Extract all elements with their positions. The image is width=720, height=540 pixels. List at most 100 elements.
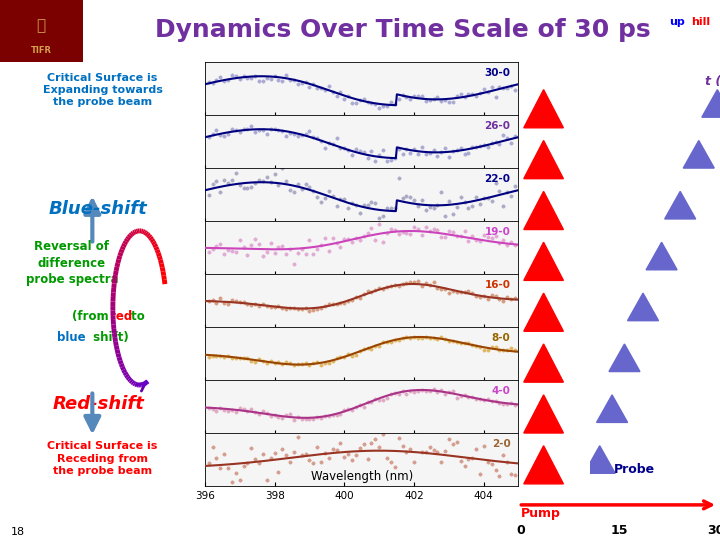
Polygon shape <box>683 140 714 168</box>
Point <box>226 406 238 415</box>
Point <box>459 198 470 207</box>
Point <box>463 89 474 98</box>
Point <box>327 299 338 308</box>
Point <box>207 352 218 360</box>
Point <box>397 194 408 202</box>
Polygon shape <box>523 242 563 280</box>
Point <box>284 457 296 466</box>
Point <box>327 234 338 242</box>
Point <box>374 443 385 451</box>
Point <box>436 233 447 242</box>
Point <box>447 97 459 106</box>
Point <box>470 292 482 300</box>
Point <box>238 124 249 133</box>
Point <box>335 242 346 251</box>
Point <box>203 459 215 468</box>
Point <box>338 94 350 103</box>
Point <box>505 82 517 90</box>
Point <box>331 239 343 247</box>
FancyBboxPatch shape <box>0 0 83 62</box>
Point <box>501 187 513 196</box>
Point <box>428 224 439 233</box>
Point <box>494 472 505 481</box>
Point <box>281 176 292 185</box>
Point <box>408 92 420 100</box>
Point <box>296 450 307 459</box>
Point <box>459 339 470 347</box>
Point <box>482 394 493 403</box>
Point <box>218 249 230 258</box>
Point <box>451 92 462 100</box>
Point <box>463 149 474 158</box>
Point <box>343 405 354 414</box>
Point <box>501 400 513 408</box>
Point <box>307 359 319 368</box>
Point <box>444 435 455 443</box>
Point <box>366 198 377 207</box>
Point <box>366 224 377 232</box>
Point <box>288 130 300 138</box>
Point <box>478 291 490 300</box>
Point <box>261 409 273 417</box>
Point <box>501 241 513 249</box>
Point <box>431 200 443 209</box>
Point <box>436 147 447 156</box>
Point <box>273 358 284 367</box>
Point <box>288 75 300 84</box>
Point <box>424 96 436 104</box>
Point <box>459 150 470 158</box>
Point <box>381 229 392 238</box>
Point <box>494 295 505 303</box>
Point <box>374 214 385 222</box>
Point <box>249 234 261 243</box>
Point <box>451 202 462 211</box>
Point <box>420 279 431 288</box>
Point <box>447 228 459 237</box>
Point <box>273 468 284 477</box>
Point <box>431 226 443 234</box>
Point <box>246 240 257 249</box>
Point <box>439 335 451 343</box>
Point <box>249 127 261 136</box>
Point <box>327 444 338 453</box>
Point <box>424 202 436 211</box>
Point <box>474 342 486 351</box>
Text: 4-0: 4-0 <box>492 387 510 396</box>
Point <box>374 151 385 159</box>
Point <box>478 231 490 239</box>
Point <box>444 388 455 396</box>
Point <box>369 395 381 403</box>
Point <box>276 164 288 172</box>
Point <box>269 449 280 457</box>
Point <box>307 415 319 423</box>
Point <box>400 448 412 456</box>
Point <box>400 333 412 341</box>
Polygon shape <box>628 293 659 321</box>
Point <box>323 81 335 90</box>
Point <box>436 285 447 293</box>
Point <box>439 95 451 104</box>
Point <box>431 388 443 396</box>
Point <box>292 359 304 368</box>
Point <box>269 72 280 80</box>
Point <box>276 359 288 368</box>
Point <box>393 230 405 239</box>
Polygon shape <box>665 191 696 219</box>
Point <box>242 73 253 82</box>
Point <box>203 403 215 412</box>
Point <box>416 281 428 290</box>
Point <box>420 387 431 396</box>
Point <box>246 301 257 309</box>
Point <box>362 287 374 295</box>
Point <box>350 98 361 107</box>
Text: 30: 30 <box>707 524 720 537</box>
Point <box>211 76 222 84</box>
Point <box>455 287 467 296</box>
Point <box>276 77 288 86</box>
Point <box>343 349 354 358</box>
Point <box>447 146 459 155</box>
Point <box>408 332 420 341</box>
Point <box>315 457 327 466</box>
Point <box>246 183 257 192</box>
Point <box>234 75 246 83</box>
